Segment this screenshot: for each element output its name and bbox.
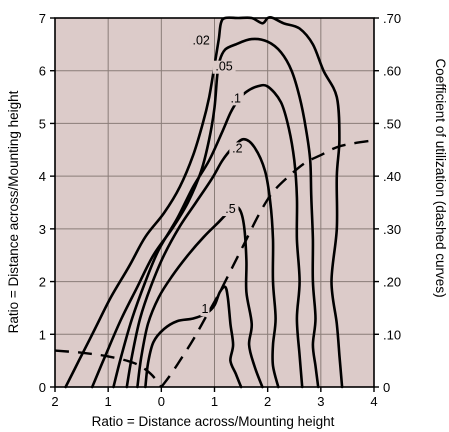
x-tick-label: 1 [211, 394, 218, 409]
y-tick-label-right: .10 [383, 327, 401, 342]
utilization-curve [160, 139, 375, 388]
isolux-curve [125, 137, 280, 389]
y-tick-label-left: 4 [39, 169, 46, 184]
y-tick-label-left: 0 [39, 380, 46, 395]
isolux-curve-label: .5 [225, 202, 235, 216]
utilization-curve [54, 349, 163, 388]
y-tick-label-left: 6 [39, 64, 46, 79]
isolux-curve-label: .1 [231, 91, 241, 105]
isolux-curve-label: .05 [215, 60, 232, 74]
curve-label-background [212, 60, 236, 74]
curve-label-background [227, 92, 244, 106]
right-y-axis-label: Coefficient of utilization (dashed curve… [433, 58, 448, 297]
y-tick-label-right: .50 [383, 116, 401, 131]
isolux-curve-label: .2 [232, 141, 242, 155]
y-tick-label-left: 3 [39, 222, 46, 237]
x-tick-label: 0 [158, 394, 165, 409]
x-tick-label: 4 [370, 394, 377, 409]
curve-label-background [189, 34, 213, 48]
left-y-axis-label: Ratio = Distance across/Mounting height [6, 90, 21, 333]
y-tick-label-right: .40 [383, 169, 401, 184]
curve-labels: .02 .05 .1 .2 .5 1 [189, 33, 246, 317]
y-tick-label-right: .30 [383, 222, 401, 237]
curve-label-background [229, 142, 246, 156]
y-tick-label-left: 5 [39, 116, 46, 131]
x-tick-label: 2 [264, 394, 271, 409]
isolux-curve [112, 83, 304, 389]
isolux-curve-label: .02 [193, 33, 210, 47]
curve-label-background [200, 303, 210, 317]
x-tick-label: 3 [317, 394, 324, 409]
x-axis-label: Ratio = Distance across/Mounting height [92, 414, 335, 429]
utilization-curves [54, 139, 375, 388]
y-tick-label-right: .60 [383, 64, 401, 79]
y-tick-label-right: .20 [383, 275, 401, 290]
y-tick-label-left: 7 [39, 11, 46, 26]
curve-label-background [222, 203, 239, 217]
y-tick-label-right: 0 [383, 380, 390, 395]
y-tick-label-left: 2 [39, 275, 46, 290]
x-tick-label: 2 [51, 394, 58, 409]
isolux-curve-label: 1 [201, 302, 208, 316]
y-tick-label-left: 1 [39, 327, 46, 342]
y-tick-label-right: .70 [383, 11, 401, 26]
x-tick-label: 1 [105, 394, 112, 409]
isolux-curves [64, 16, 344, 389]
